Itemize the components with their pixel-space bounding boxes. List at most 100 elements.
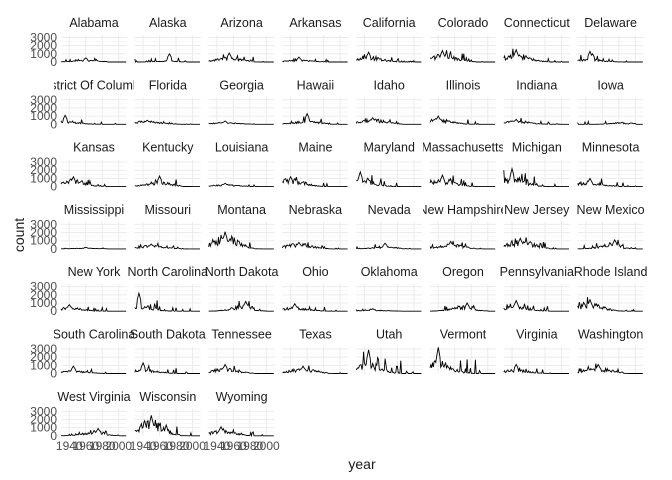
facet-panel: Hawaii xyxy=(282,78,349,125)
facet-strip-label: Iowa xyxy=(597,78,623,92)
facet-panel: Utah xyxy=(355,328,423,375)
series-line xyxy=(61,56,127,63)
facet-panel: Montana xyxy=(208,203,275,250)
series-line xyxy=(429,240,496,250)
facet-panel: Oregon xyxy=(429,265,496,312)
series-line xyxy=(60,175,127,188)
series-line xyxy=(355,349,422,375)
series-line xyxy=(503,117,569,125)
y-tick-label: 3000 xyxy=(30,93,57,107)
x-tick-label: 1980 xyxy=(89,439,116,453)
series-line xyxy=(61,246,127,250)
facet-panel: Maine xyxy=(282,141,349,188)
series-line xyxy=(577,297,643,313)
series-line xyxy=(503,299,569,312)
series-line xyxy=(355,117,422,125)
x-tick-label: 1960 xyxy=(146,439,173,453)
x-axis-title: year xyxy=(348,456,376,472)
x-tick-label: 1940 xyxy=(203,439,230,453)
facet-strip-label: New Mexico xyxy=(577,203,645,217)
y-tick-label: 2000 xyxy=(30,412,57,426)
series-line xyxy=(134,119,200,125)
facet-strip-label: Montana xyxy=(217,203,266,217)
facet-strip-label: District Of Columbia xyxy=(38,78,149,92)
y-tick-label: 3000 xyxy=(30,155,57,169)
series-line xyxy=(429,115,496,125)
series-line xyxy=(134,241,200,250)
facet-panel: Connecticut xyxy=(503,16,571,63)
series-line xyxy=(208,425,274,438)
series-line xyxy=(61,427,127,437)
facet-strip-label: New Hampshire xyxy=(419,203,508,217)
facet-panel: Iowa xyxy=(577,78,644,125)
facet-strip-label: New Jersey xyxy=(504,203,570,217)
y-tick-label: 1000 xyxy=(30,421,57,435)
series-line xyxy=(356,170,422,188)
facet-strip-label: Colorado xyxy=(438,16,489,30)
x-tick-label: 2000 xyxy=(253,439,280,453)
series-line xyxy=(60,114,127,125)
series-line xyxy=(208,182,274,188)
x-tick-label: 1980 xyxy=(236,439,263,453)
series-line xyxy=(134,174,200,188)
x-tick-label: 2000 xyxy=(179,439,206,453)
facet-strip-label: Illinois xyxy=(446,78,481,92)
y-tick-label: 2000 xyxy=(30,101,57,115)
facet-strip-label: Alaska xyxy=(149,16,187,30)
facet-strip-label: Louisiana xyxy=(215,141,269,155)
facet-strip-label: Hawaii xyxy=(297,78,335,92)
facet-panel: New Jersey xyxy=(503,203,570,250)
series-line xyxy=(577,50,643,63)
facet-strip-label: North Dakota xyxy=(205,265,279,279)
facet-panel: California xyxy=(355,16,423,63)
facet-panel: Oklahoma xyxy=(355,265,423,312)
series-line xyxy=(208,51,274,63)
x-tick-label: 1940 xyxy=(56,439,83,453)
series-line xyxy=(134,291,200,312)
facet-strip-label: Idaho xyxy=(374,78,405,92)
series-line xyxy=(208,120,274,125)
x-tick-label: 2000 xyxy=(105,439,132,453)
y-tick-label: 3000 xyxy=(30,30,57,44)
series-line xyxy=(355,242,422,250)
facet-strip-label: South Dakota xyxy=(130,328,206,342)
series-line xyxy=(282,302,348,312)
facet-panel: New Mexico xyxy=(577,203,645,250)
facet-panel: Nevada xyxy=(355,203,423,250)
y-tick-label: 1000 xyxy=(30,47,57,61)
facet-panel: Virginia xyxy=(503,328,570,374)
series-line xyxy=(282,56,348,63)
series-line xyxy=(355,51,422,63)
series-line xyxy=(503,363,569,374)
facet-strip-label: Kentucky xyxy=(142,141,194,155)
facet-panel: Colorado xyxy=(429,16,496,63)
facet-strip-label: Arkansas xyxy=(289,16,341,30)
facet-panel: Vermont xyxy=(429,328,496,374)
facet-strip-label: Connecticut xyxy=(504,16,571,30)
facet-strip-label: Missouri xyxy=(145,203,192,217)
y-tick-label: 3000 xyxy=(30,280,57,294)
facet-strip-label: Wyoming xyxy=(216,390,268,404)
facet-panel: Nebraska xyxy=(281,203,349,250)
series-line xyxy=(503,237,569,250)
series-line xyxy=(355,308,422,312)
facet-strip-label: Massachusetts xyxy=(421,141,504,155)
y-tick-label: 3000 xyxy=(30,342,57,356)
facet-panel: Delaware xyxy=(577,16,644,63)
facet-panel: Arizona xyxy=(208,16,275,63)
y-tick-label: 2000 xyxy=(30,39,57,53)
facet-strip-label: Delaware xyxy=(584,16,637,30)
y-tick-label: 3000 xyxy=(30,404,57,418)
facet-panel: Wisconsin xyxy=(134,390,201,437)
facet-strip-label: Ohio xyxy=(302,265,328,279)
facet-strip-label: Maryland xyxy=(363,141,414,155)
series-line xyxy=(503,166,569,188)
facet-strip-label: Arizona xyxy=(220,16,262,30)
facet-strip-label: Wisconsin xyxy=(139,390,196,404)
y-tick-label: 1000 xyxy=(30,171,57,185)
